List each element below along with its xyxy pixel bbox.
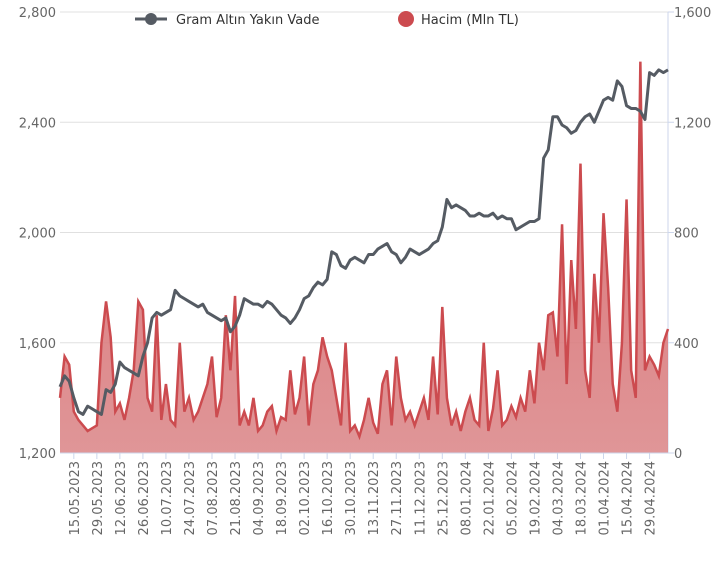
x-tick-label: 10.07.2023 — [160, 461, 175, 535]
legend-label: Gram Altın Yakın Vade — [176, 13, 320, 28]
x-tick-label: 05.02.2024 — [505, 461, 520, 535]
x-tick-label: 24.07.2023 — [183, 461, 198, 535]
x-tick-label: 16.10.2023 — [321, 461, 336, 535]
x-tick-label: 08.01.2024 — [459, 461, 474, 535]
y-tick-label: 1,600 — [19, 337, 56, 352]
x-tick-label: 27.11.2023 — [390, 461, 405, 535]
y2-tick-label: 1,600 — [674, 6, 711, 21]
x-tick-label: 02.10.2023 — [298, 461, 313, 535]
x-tick-label: 15.04.2024 — [621, 461, 636, 535]
y-tick-label: 2,800 — [19, 6, 56, 21]
volume-area — [60, 61, 668, 454]
y-tick-label: 2,000 — [19, 227, 56, 242]
y2-tick-label: 400 — [674, 337, 699, 352]
volume-line — [58, 61, 670, 441]
x-tick-label: 25.12.2023 — [436, 461, 451, 535]
x-tick-label: 22.01.2024 — [482, 461, 497, 535]
x-tick-label: 30.10.2023 — [344, 461, 359, 535]
x-tick-label: 18.03.2024 — [574, 461, 589, 535]
x-tick-label: 04.03.2024 — [551, 461, 566, 535]
y2-tick-label: 0 — [674, 447, 682, 462]
y2-tick-label: 1,200 — [674, 116, 711, 131]
x-tick-label: 15.05.2023 — [68, 461, 83, 535]
legend-marker — [398, 11, 414, 27]
x-tick-label: 01.04.2024 — [598, 461, 613, 535]
x-tick-label: 19.02.2024 — [528, 461, 543, 535]
y-tick-label: 2,400 — [19, 116, 56, 131]
x-tick-label: 26.06.2023 — [137, 461, 152, 535]
legend-marker — [145, 13, 157, 25]
x-tick-label: 04.09.2023 — [252, 461, 267, 535]
legend-label: Hacim (Mln TL) — [421, 13, 519, 28]
y2-tick-label: 800 — [674, 227, 699, 242]
x-tick-label: 21.08.2023 — [229, 461, 244, 535]
x-tick-label: 29.04.2024 — [644, 461, 659, 535]
price-line — [58, 68, 669, 416]
x-tick-label: 12.06.2023 — [114, 461, 129, 535]
x-tick-label: 07.08.2023 — [206, 461, 221, 535]
x-tick-label: 18.09.2023 — [275, 461, 290, 535]
x-tick-label: 13.11.2023 — [367, 461, 382, 535]
x-tick-label: 11.12.2023 — [413, 461, 428, 535]
x-tick-label: 29.05.2023 — [91, 461, 106, 535]
y-tick-label: 1,200 — [19, 447, 56, 462]
